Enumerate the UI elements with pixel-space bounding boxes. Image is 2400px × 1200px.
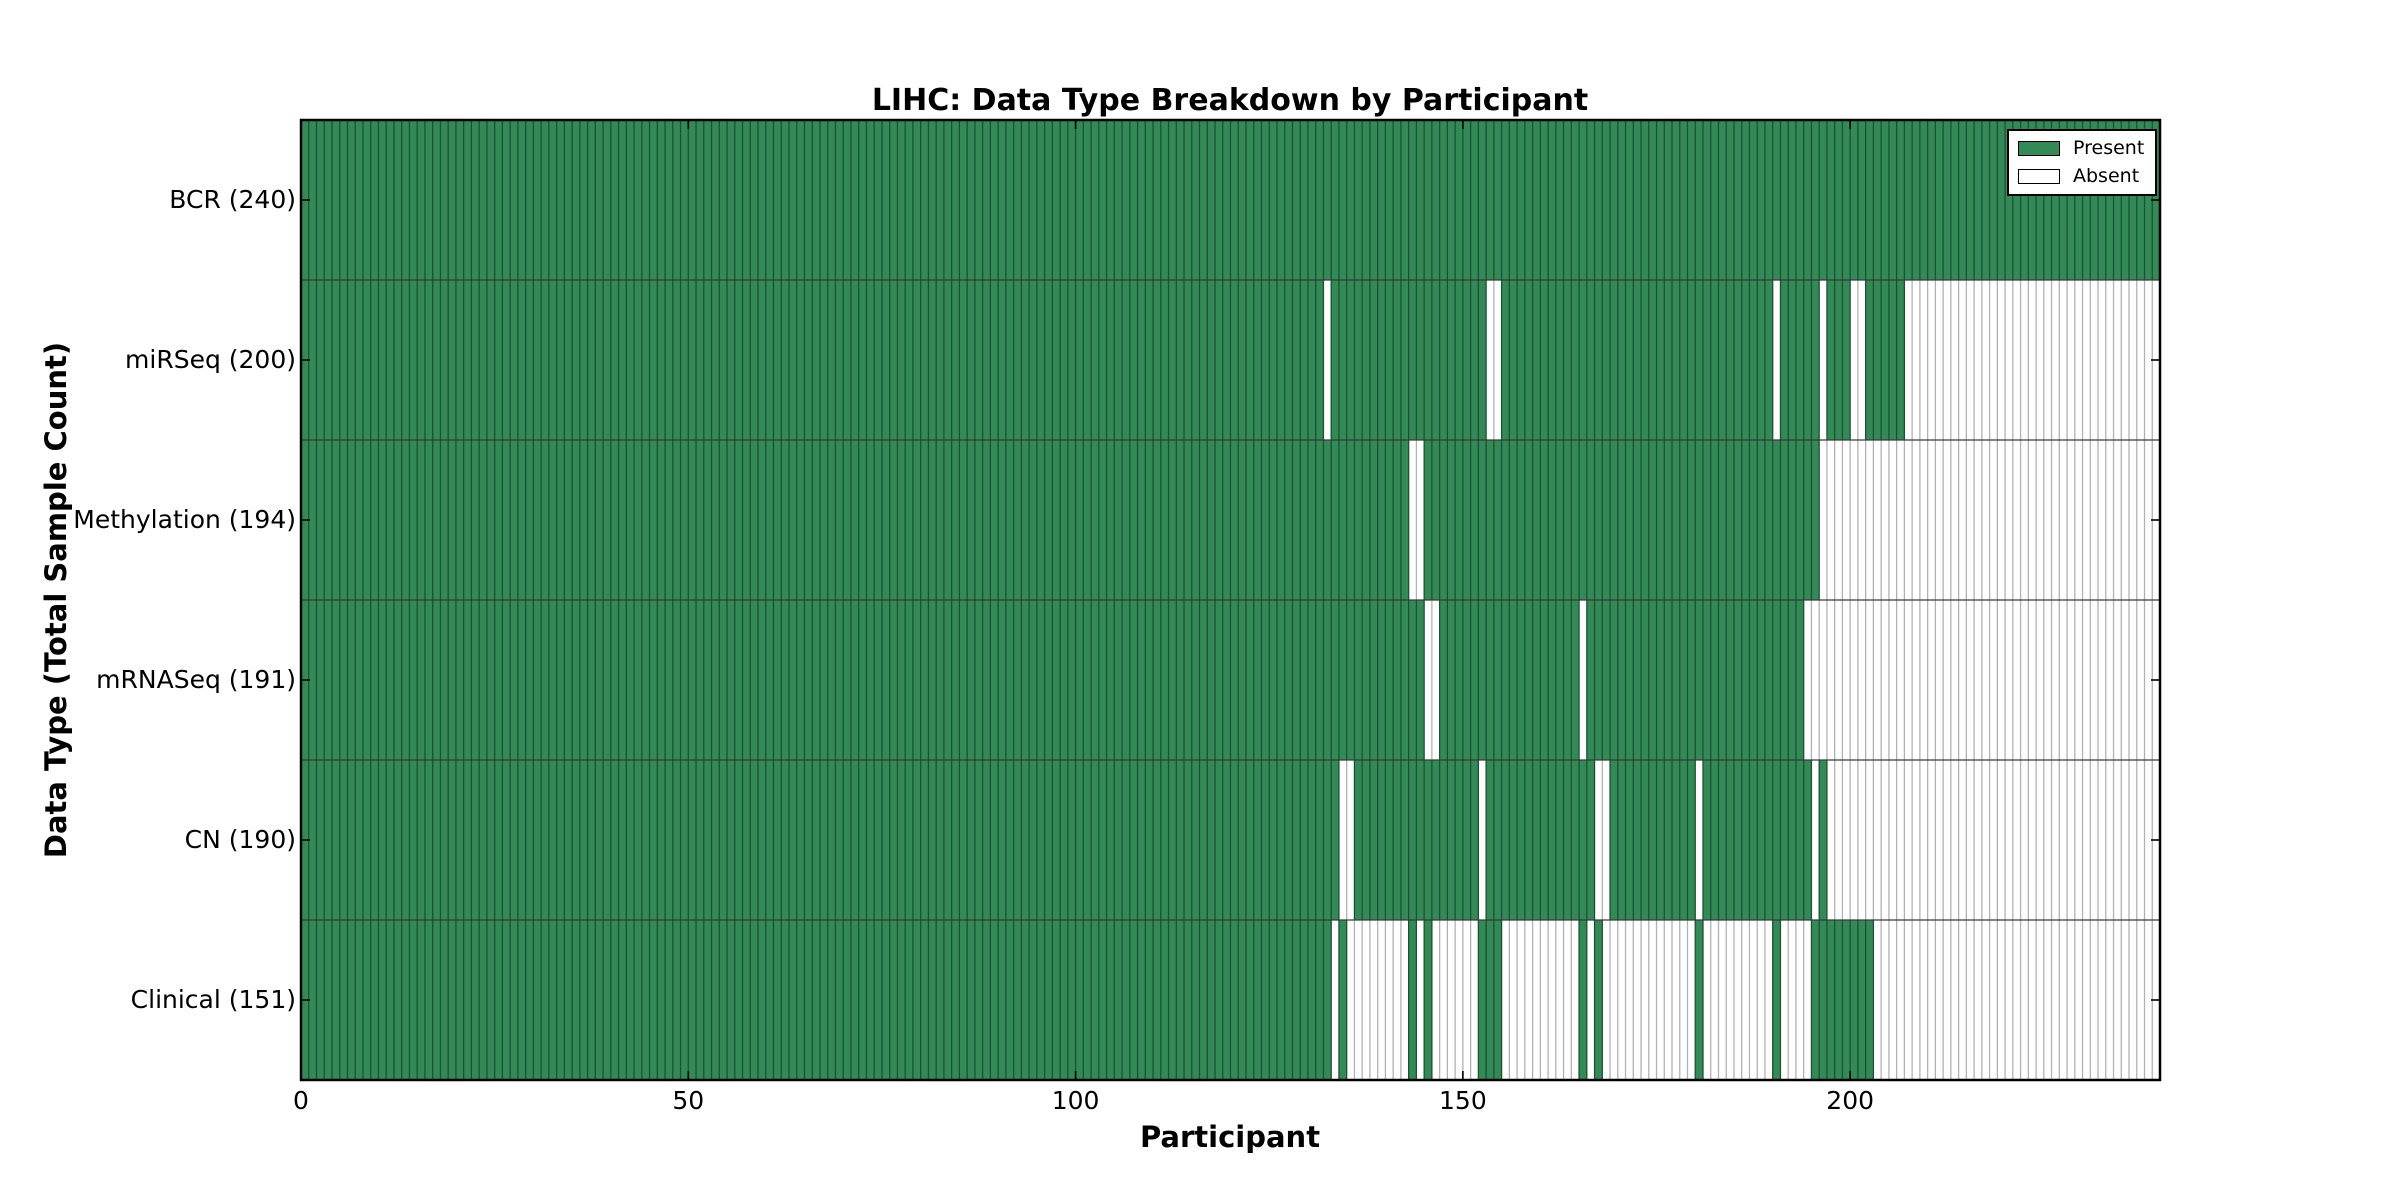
y-tick-label-Methylation: Methylation (194)	[73, 505, 296, 534]
row-Methylation	[300, 440, 2161, 600]
axis-ticks	[300, 120, 2160, 1080]
row-mRNASeq	[300, 600, 2161, 760]
row-CN	[300, 760, 2161, 920]
y-tick-label-CN: CN (190)	[184, 825, 296, 854]
x-tick-label-200: 200	[1826, 1086, 1875, 1115]
legend-label-present: Present	[2073, 137, 2145, 160]
row-BCR	[300, 120, 2161, 280]
plot-frame	[299, 118, 2162, 1082]
x-tick-label-50: 50	[672, 1086, 705, 1115]
row-Clinical	[300, 920, 2161, 1080]
x-axis-label: Participant	[1139, 1120, 1321, 1154]
chart-title: LIHC: Data Type Breakdown by Participant	[871, 83, 1589, 118]
legend-label-absent: Absent	[2073, 164, 2140, 187]
y-axis-label: Data Type (Total Sample Count)	[39, 341, 73, 859]
legend: Present Absent	[2007, 129, 2157, 196]
x-tick-label-150: 150	[1439, 1086, 1487, 1115]
x-tick-label-100: 100	[1051, 1086, 1100, 1115]
absent-swatch	[2018, 168, 2060, 184]
legend-entry-absent: Absent	[2018, 164, 2155, 187]
row-separators	[301, 279, 2160, 921]
legend-entry-present: Present	[2018, 139, 2155, 158]
present-swatch	[2018, 141, 2060, 157]
y-tick-label-BCR: BCR (240)	[169, 185, 296, 214]
x-tick-label-0: 0	[293, 1086, 309, 1115]
y-tick-label-miRSeq: miRSeq (200)	[125, 345, 296, 374]
y-tick-label-mRNASeq: mRNASeq (191)	[96, 665, 296, 694]
row-miRSeq	[300, 280, 2161, 440]
y-tick-label-Clinical: Clinical (151)	[130, 985, 296, 1014]
